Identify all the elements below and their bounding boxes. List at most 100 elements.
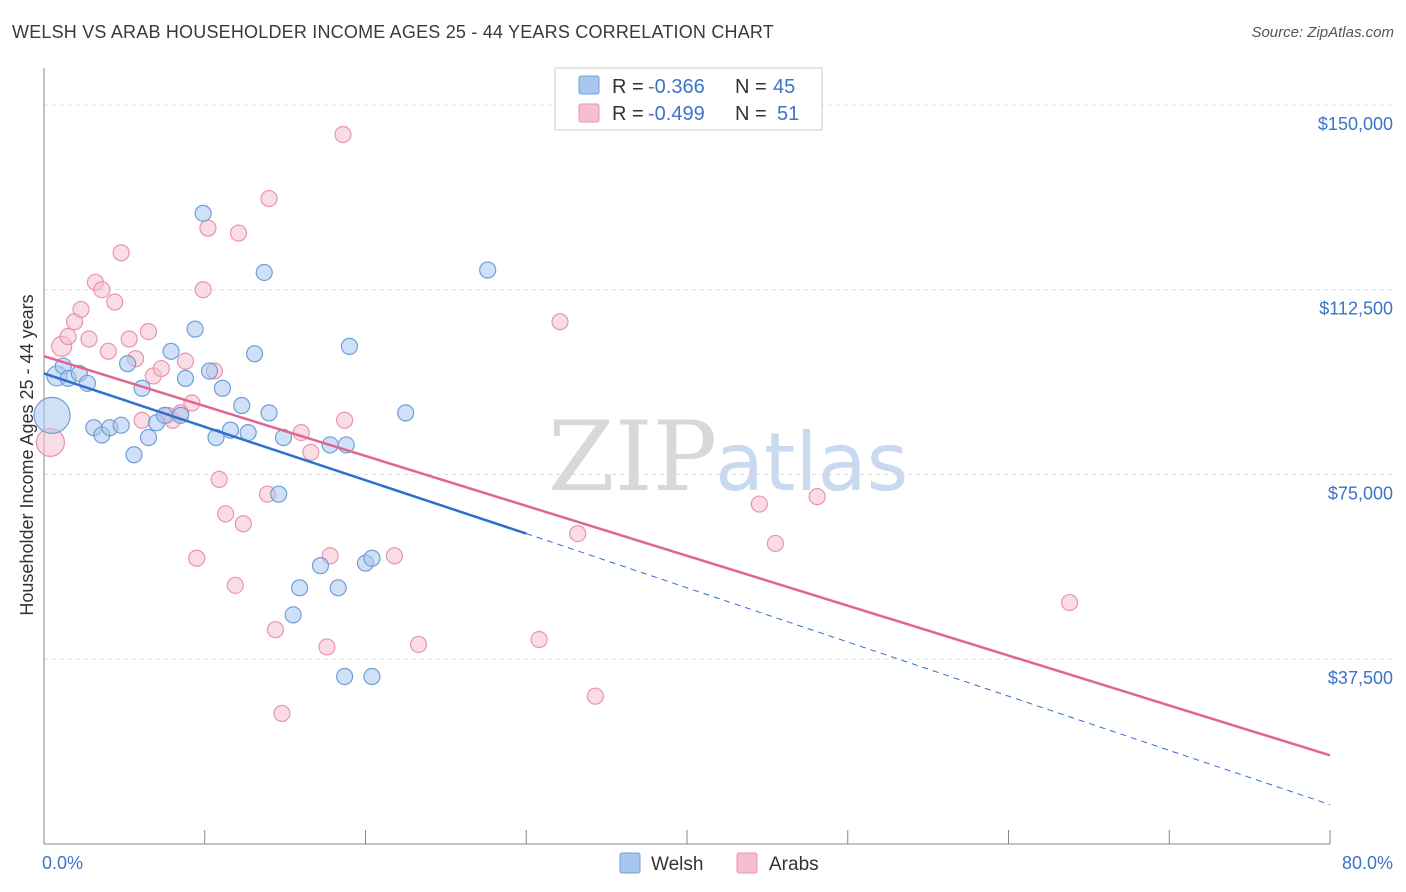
arabs-point [273,704,291,723]
welsh-point [479,261,497,279]
arabs-trend-line [43,355,1331,757]
arabs-point [133,411,151,429]
welsh-point [255,263,273,282]
welsh-point [290,579,309,597]
arabs-point [551,313,569,331]
y-tick-label: $150,000 [1318,114,1393,134]
series-legend: Welsh Arabs [619,852,819,875]
chart-title: WELSH VS ARAB HOUSEHOLDER INCOME AGES 25… [12,22,774,42]
welsh-point [329,579,347,597]
welsh-point [176,369,195,387]
arabs-point [226,576,244,594]
bottom-legend-welsh: Welsh [651,854,703,875]
arabs-point [1060,593,1079,612]
welsh-point [125,446,143,464]
legend-welsh-r-value: -0.366 [648,76,705,98]
welsh-point [233,396,251,415]
y-tick-labels: $37,500 $75,000 $112,500 $150,000 [1318,114,1393,688]
arabs-point [234,515,252,533]
y-tick-label: $37,500 [1328,668,1393,688]
arabs-point [385,547,404,565]
arabs-point [93,281,111,299]
bottom-legend-swatch-welsh [619,852,641,874]
welsh-point [397,404,415,422]
welsh-point [363,549,381,567]
arabs-point [120,330,138,348]
legend-arabs-r-value: -0.499 [648,103,705,125]
legend-arabs-n-label: N = [735,103,767,125]
welsh-point [340,337,359,355]
arabs-point [569,524,587,543]
arabs-point [302,443,320,461]
arabs-point [112,244,130,262]
arabs-point [586,687,604,705]
arabs-point [266,621,285,639]
arabs-point [199,219,217,237]
welsh-point [200,362,219,380]
arabs-point [318,638,336,656]
legend-swatch-welsh [578,75,600,95]
x-tick-label: 0.0% [42,853,83,873]
welsh-point [139,428,158,447]
welsh-trend-extension [526,533,1331,806]
welsh-point [270,485,288,503]
welsh-point [260,404,278,422]
welsh-point [33,396,71,434]
legend-welsh-n-label: N = [735,76,767,98]
arabs-point [176,352,195,370]
arabs-point [217,505,235,523]
arabs-point [336,411,354,429]
arabs-point [766,534,785,553]
arabs-point [72,300,90,319]
legend-welsh-r-label: R = [612,76,644,98]
correlation-legend: R = -0.366 N = 45 R = -0.499 N = 51 [554,67,823,131]
arabs-point [59,327,77,346]
trend-lines [43,355,1331,806]
watermark: ZIP atlas [548,401,908,513]
welsh-trend-line [43,372,527,535]
bottom-legend-swatch-arabs [736,852,758,874]
welsh-point [245,345,264,363]
arabs-point [139,322,158,341]
arabs-point [530,630,548,649]
arabs-point [808,488,826,506]
welsh-point [311,557,330,575]
y-tick-label: $112,500 [1319,299,1393,319]
welsh-point [162,342,180,360]
gridlines [44,104,1394,660]
y-tick-label: $75,000 [1328,483,1393,503]
arabs-point [106,293,124,311]
welsh-point [194,204,212,222]
arabs-point [210,470,228,489]
welsh-point [363,667,381,686]
welsh-point [284,606,302,624]
bottom-legend-arabs: Arabs [769,854,819,875]
x-tick-label: 80.0% [1342,853,1393,873]
arabs-point [80,330,98,348]
welsh-point [213,379,232,397]
welsh-point [118,355,137,373]
arabs-point [409,635,428,654]
legend-arabs-n-value: 51 [777,103,799,125]
watermark-zip: ZIP [548,401,717,513]
y-axis-label: Householder Income Ages 25 - 44 years [17,294,37,615]
arabs-point [152,359,170,378]
arabs-point [188,549,206,567]
welsh-point [336,667,354,686]
arabs-point [750,495,768,513]
arabs-point [260,189,278,208]
welsh-point [186,320,204,338]
arabs-point [194,281,212,299]
arabs-points [35,125,1079,723]
legend-welsh-n-value: 45 [773,76,795,98]
x-tick-marks [204,830,1331,844]
welsh-points [33,204,497,686]
arabs-point [229,224,248,242]
arabs-point [334,125,352,144]
x-tick-labels: 0.0% 80.0% [42,853,1393,873]
welsh-point [112,416,130,434]
legend-arabs-r-label: R = [612,103,644,125]
arabs-point [99,342,117,360]
source-credit: Source: ZipAtlas.com [1251,24,1394,41]
